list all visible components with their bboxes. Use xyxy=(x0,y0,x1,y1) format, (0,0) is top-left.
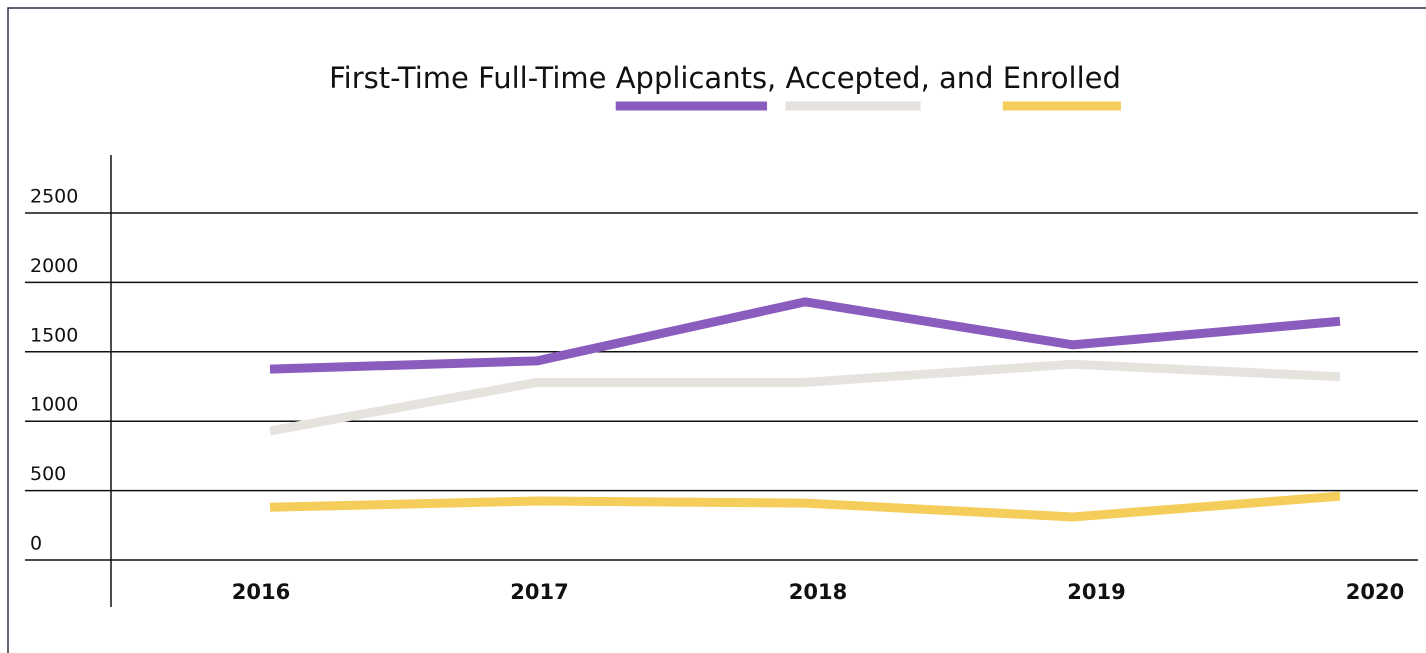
y-tick-label: 0 xyxy=(30,533,42,555)
title-text: , xyxy=(767,61,785,95)
title-text: First-Time Full-Time xyxy=(329,61,616,95)
x-tick-label: 2017 xyxy=(510,580,568,604)
x-tick-label: 2016 xyxy=(232,580,290,604)
y-tick-label: 1000 xyxy=(30,394,78,416)
y-tick-label: 2000 xyxy=(30,255,78,277)
legend-label: Accepted xyxy=(785,61,920,95)
legend-label: Enrolled xyxy=(1003,61,1121,95)
x-tick-label: 2019 xyxy=(1067,580,1125,604)
frame xyxy=(7,7,1426,653)
series-line xyxy=(269,491,1341,522)
legend-label: Applicants xyxy=(616,61,767,95)
y-tick-label: 2500 xyxy=(30,186,78,208)
title-text: , and xyxy=(921,61,1003,95)
series-line xyxy=(269,359,1341,436)
x-tick-label: 2020 xyxy=(1346,580,1404,604)
y-tick-label: 1500 xyxy=(30,324,78,346)
series-line xyxy=(269,297,1341,374)
y-tick-label: 500 xyxy=(30,463,66,485)
chart-title: First-Time Full-Time Applicants, Accepte… xyxy=(329,61,1121,95)
x-tick-label: 2018 xyxy=(789,580,847,604)
